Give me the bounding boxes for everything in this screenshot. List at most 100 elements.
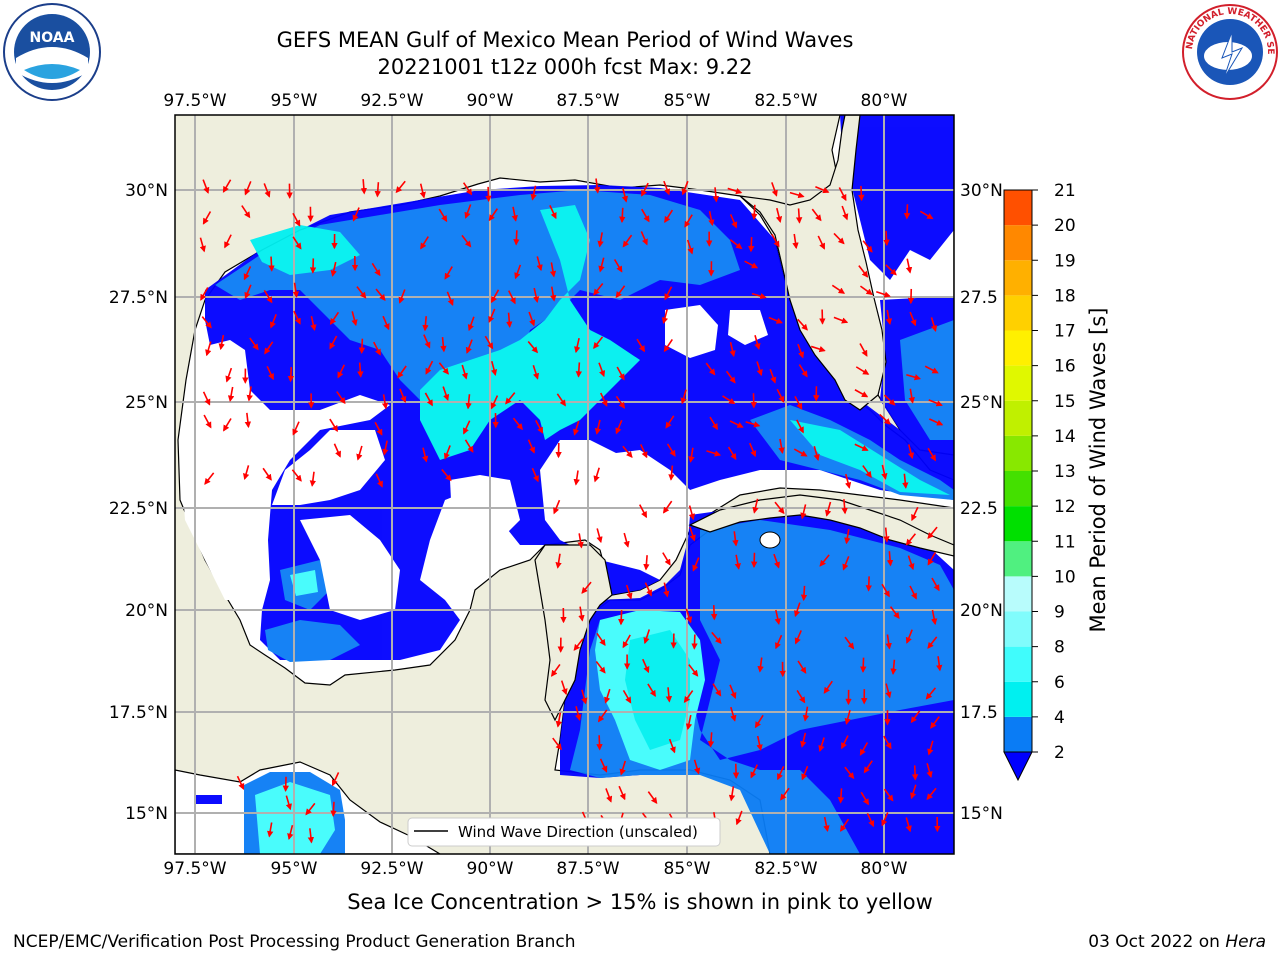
wave-direction-arrow <box>780 787 790 801</box>
wave-direction-arrow <box>727 446 737 461</box>
wave-direction-arrow <box>730 706 737 722</box>
wave-direction-arrow <box>329 335 338 350</box>
wave-direction-arrow <box>778 438 785 454</box>
wave-direction-arrow <box>844 636 855 650</box>
wave-direction-arrow <box>292 421 300 436</box>
wave-direction-arrow <box>855 366 870 375</box>
wave-direction-arrow <box>883 394 896 406</box>
wave-direction-arrow <box>581 689 588 705</box>
wave-direction-arrow <box>506 312 513 328</box>
wave-direction-arrow <box>374 182 381 198</box>
wave-direction-arrow <box>351 311 358 327</box>
wave-direction-arrow <box>774 609 781 625</box>
wave-direction-arrow <box>490 360 498 376</box>
wave-direction-arrow <box>860 657 867 673</box>
wave-direction-arrow <box>844 528 851 545</box>
lon-tick-top: 92.5°W <box>360 91 423 111</box>
colorbar-tick: 12 <box>1054 497 1076 517</box>
colorbar-segment <box>1004 541 1032 577</box>
lon-tick-top: 97.5°W <box>163 91 226 111</box>
wave-direction-arrow <box>750 764 758 779</box>
wave-direction-arrow <box>907 444 915 460</box>
wave-direction-arrow <box>930 716 940 729</box>
lon-tick-bottom: 97.5°W <box>163 859 226 879</box>
wave-direction-arrow <box>664 209 674 223</box>
wave-direction-arrow <box>202 179 210 194</box>
wave-direction-arrow <box>793 448 808 457</box>
wave-direction-arrow <box>285 795 292 811</box>
wave-direction-arrow <box>613 259 623 273</box>
wave-direction-arrow <box>842 556 850 571</box>
colorbar-tick: 14 <box>1054 427 1076 447</box>
lat-tick-right: 22.5 <box>960 499 998 519</box>
wave-direction-arrow <box>925 687 937 700</box>
wind-wave-arrows <box>199 178 944 844</box>
wave-direction-arrow <box>815 185 830 194</box>
wave-direction-arrow <box>662 552 671 566</box>
wave-direction-arrow <box>618 785 626 801</box>
wave-direction-arrow <box>841 499 848 515</box>
wave-direction-arrow <box>707 732 715 748</box>
colorbar-segment <box>1004 506 1032 542</box>
wave-direction-arrow <box>685 714 693 731</box>
colorbar-ticks: 2 4 6 8 9 10 11 12 13 14 15 16 17 18 19 20 21 <box>1032 181 1076 763</box>
wave-direction-arrow <box>818 737 825 753</box>
wave-direction-arrow <box>598 257 605 273</box>
wave-direction-arrow <box>924 365 939 374</box>
wave-direction-arrow <box>356 286 367 299</box>
wave-direction-arrow <box>775 634 783 650</box>
wave-direction-arrow <box>640 444 648 459</box>
wave-direction-arrow <box>424 392 433 407</box>
wave-direction-arrow <box>811 208 822 222</box>
wave-direction-arrow <box>200 287 209 301</box>
wave-direction-arrow <box>885 634 892 650</box>
wave-direction-arrow <box>712 683 722 697</box>
map-frame <box>174 114 955 855</box>
colorbar-tick: 19 <box>1054 251 1076 271</box>
wave-direction-arrow <box>505 392 516 405</box>
wave-direction-arrow <box>641 182 649 197</box>
nws-logo: NATIONAL WEATHER SERVICE <box>1177 0 1280 102</box>
lat-tick-left: 17.5°N <box>109 703 168 723</box>
wave-direction-arrow <box>691 634 698 650</box>
wave-direction-arrow <box>689 526 696 542</box>
lon-tick-bottom: 87.5°W <box>556 859 619 879</box>
wave-direction-arrow <box>593 467 600 483</box>
wave-direction-arrow <box>625 584 633 600</box>
wave-direction-arrow <box>593 178 601 194</box>
wave-direction-arrow <box>596 632 606 646</box>
wave-direction-arrow <box>381 394 389 410</box>
wave-direction-arrow <box>705 362 716 376</box>
lat-tick-left: 15°N <box>125 804 168 824</box>
wave-direction-arrow <box>863 760 873 774</box>
wave-direction-arrow <box>484 335 494 350</box>
wave-direction-arrow <box>931 577 940 592</box>
lat-ticks-left: 30°N 27.5°N 25°N 22.5°N 20°N 17.5°N 15°N <box>109 181 168 824</box>
wave-direction-arrow <box>375 473 383 488</box>
wave-direction-arrow <box>573 470 580 486</box>
wave-direction-arrow <box>885 264 897 276</box>
wave-direction-arrow <box>800 585 808 602</box>
wave-direction-arrow <box>841 205 849 221</box>
wave-direction-arrow <box>623 532 630 548</box>
wave-direction-arrow <box>752 498 759 514</box>
wave-direction-arrow <box>833 232 845 245</box>
wave-direction-arrow <box>910 710 921 724</box>
wave-direction-arrow <box>797 343 805 359</box>
wave-direction-arrow <box>356 445 363 461</box>
wave-direction-arrow <box>798 364 808 378</box>
wave-direction-arrow <box>883 788 894 802</box>
wave-direction-arrow <box>688 447 695 463</box>
wave-direction-arrow <box>532 364 540 380</box>
wave-direction-arrow <box>905 258 913 274</box>
wave-direction-arrow <box>644 582 652 597</box>
wave-direction-arrow <box>227 386 235 403</box>
wave-direction-arrow <box>225 367 233 383</box>
colorbar-segment <box>1004 681 1032 717</box>
lat-tick-left: 25°N <box>125 393 168 413</box>
wave-direction-arrow <box>693 759 701 775</box>
wave-direction-arrow <box>461 234 472 248</box>
wave-direction-arrow <box>622 445 633 459</box>
wave-direction-arrow <box>706 450 722 457</box>
lon-tick-bottom: 92.5°W <box>360 859 423 879</box>
